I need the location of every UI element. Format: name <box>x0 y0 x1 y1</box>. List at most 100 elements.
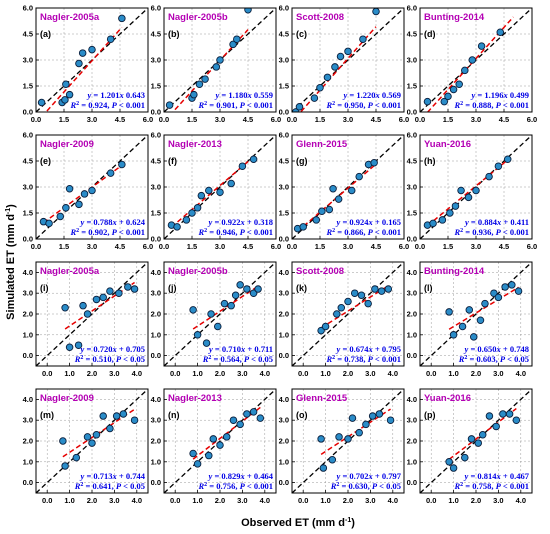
data-point <box>336 52 345 61</box>
data-point <box>348 414 357 422</box>
data-point <box>299 223 307 231</box>
data-point <box>238 162 247 170</box>
data-point <box>494 293 503 302</box>
x-tick-label: 1.5 <box>443 242 453 251</box>
plot-area <box>292 8 404 112</box>
x-tick-label: 6.0 <box>271 242 281 251</box>
panel-label: (m) <box>40 410 54 420</box>
panel-title: Nagler-2005b <box>168 266 228 277</box>
regression-equation: y = 0.702x + 0.797 <box>336 471 402 481</box>
x-tick-label: 1.5 <box>315 242 325 251</box>
one-to-one-line <box>292 135 404 239</box>
y-tick-label: 6.0 <box>279 131 289 140</box>
panel-label: (i) <box>40 283 49 293</box>
y-tick-label: 2.0 <box>279 310 289 319</box>
data-point <box>249 408 258 416</box>
panel-label: (o) <box>296 410 308 420</box>
scatter-panel: 0.0 0.0 1.0 1.0 2.0 2.0 3.0 3.0 4.0 4.0 Nagler-200… <box>23 261 149 378</box>
plot-area <box>36 262 148 366</box>
x-tick-label: 3.0 <box>343 115 353 124</box>
x-tick-label: 3.0 <box>471 242 481 251</box>
data-point <box>386 416 395 424</box>
data-point <box>508 281 516 289</box>
data-point <box>295 103 304 111</box>
data-point <box>88 439 96 447</box>
x-tick-label: 3.0 <box>471 115 481 124</box>
data-point <box>106 35 115 43</box>
x-tick-label: 0.0 <box>298 369 308 378</box>
plot-area <box>420 135 532 239</box>
panel-title: Bunting-2014 <box>424 12 485 23</box>
data-point <box>216 188 224 196</box>
y-tick-label: 3.0 <box>407 56 417 65</box>
data-point <box>56 212 65 221</box>
regression-stats: R2 = 0.756, P < 0.001 <box>197 481 273 491</box>
regression-equation: y = 1.196x 0.499 <box>471 90 530 100</box>
y-tick-label: 1.0 <box>279 330 289 339</box>
data-point <box>440 97 449 106</box>
data-point <box>243 285 251 293</box>
data-point <box>173 223 181 231</box>
data-point <box>461 453 469 462</box>
data-point <box>254 285 262 293</box>
data-point <box>99 412 107 420</box>
plot-area <box>164 8 276 112</box>
one-to-one-line <box>164 389 276 493</box>
x-tick-label: 3.0 <box>87 115 97 124</box>
plot-area <box>420 8 532 112</box>
x-tick-label: 3.0 <box>109 496 119 505</box>
y-tick-label: 1.5 <box>407 82 417 91</box>
scatter-panel: 0.0 0.0 1.0 1.0 2.0 2.0 3.0 3.0 4.0 4.0 Yuan-2016 (… <box>407 388 533 505</box>
y-tick-label: 0.0 <box>151 108 161 117</box>
y-tick-label: 2.0 <box>407 310 417 319</box>
data-point <box>477 42 486 50</box>
panel-label: (h) <box>424 156 436 166</box>
data-point <box>233 35 241 43</box>
y-tick-label: 6.0 <box>151 131 161 140</box>
data-point <box>371 285 379 293</box>
x-tick-label: 4.0 <box>516 496 526 505</box>
y-tick-label: 4.0 <box>23 268 33 277</box>
y-tick-label: 0.0 <box>23 108 33 117</box>
data-point <box>323 73 332 82</box>
plot-area <box>164 135 276 239</box>
data-point <box>216 441 224 449</box>
x-tick-label: 3.0 <box>237 369 247 378</box>
data-point <box>202 339 211 347</box>
x-tick-label: 1.0 <box>64 369 74 378</box>
scatter-panel: 0.0 0.0 1.0 1.0 2.0 2.0 3.0 3.0 4.0 4.0 Bunting-20… <box>407 261 533 378</box>
x-tick-label: 0.0 <box>42 369 52 378</box>
y-tick-label: 4.5 <box>407 157 417 166</box>
scatter-panel: 0.00.0 1.5 1.5 3.0 3.0 4.5 4.5 6.0 6.0 Nagler-200… <box>23 131 154 252</box>
data-point <box>503 155 512 164</box>
data-point <box>59 437 67 445</box>
data-point <box>511 8 515 9</box>
y-tick-label: 6.0 <box>407 131 417 140</box>
data-point <box>465 306 474 314</box>
x-tick-label: 3.0 <box>87 242 97 251</box>
data-point <box>214 322 222 331</box>
regression-equation: y = 1.201x 0.643 <box>87 90 146 100</box>
panel-title: Nagler-2009 <box>40 393 94 404</box>
data-point <box>193 460 202 468</box>
y-tick-label: 4.0 <box>151 395 161 404</box>
panel-label: (b) <box>168 29 180 39</box>
data-point <box>193 331 202 339</box>
y-tick-label: 4.0 <box>279 395 289 404</box>
data-point <box>189 449 197 458</box>
y-axis-label: Simulated ET (mm d-1) <box>5 204 17 320</box>
y-tick-label: 0.0 <box>23 478 33 487</box>
x-tick-label: 4.5 <box>115 115 125 124</box>
data-point <box>384 285 393 293</box>
x-tick-label: 3.0 <box>215 242 225 251</box>
data-point <box>445 458 453 466</box>
y-tick-label: 3.0 <box>23 183 33 192</box>
y-tick-label: 1.0 <box>23 330 33 339</box>
x-tick-label: 1.0 <box>320 496 330 505</box>
plot-area <box>164 262 276 366</box>
y-tick-label: 4.0 <box>279 268 289 277</box>
y-tick-label: 3.0 <box>279 56 289 65</box>
data-point <box>344 47 352 56</box>
panel-label: (g) <box>296 156 308 166</box>
